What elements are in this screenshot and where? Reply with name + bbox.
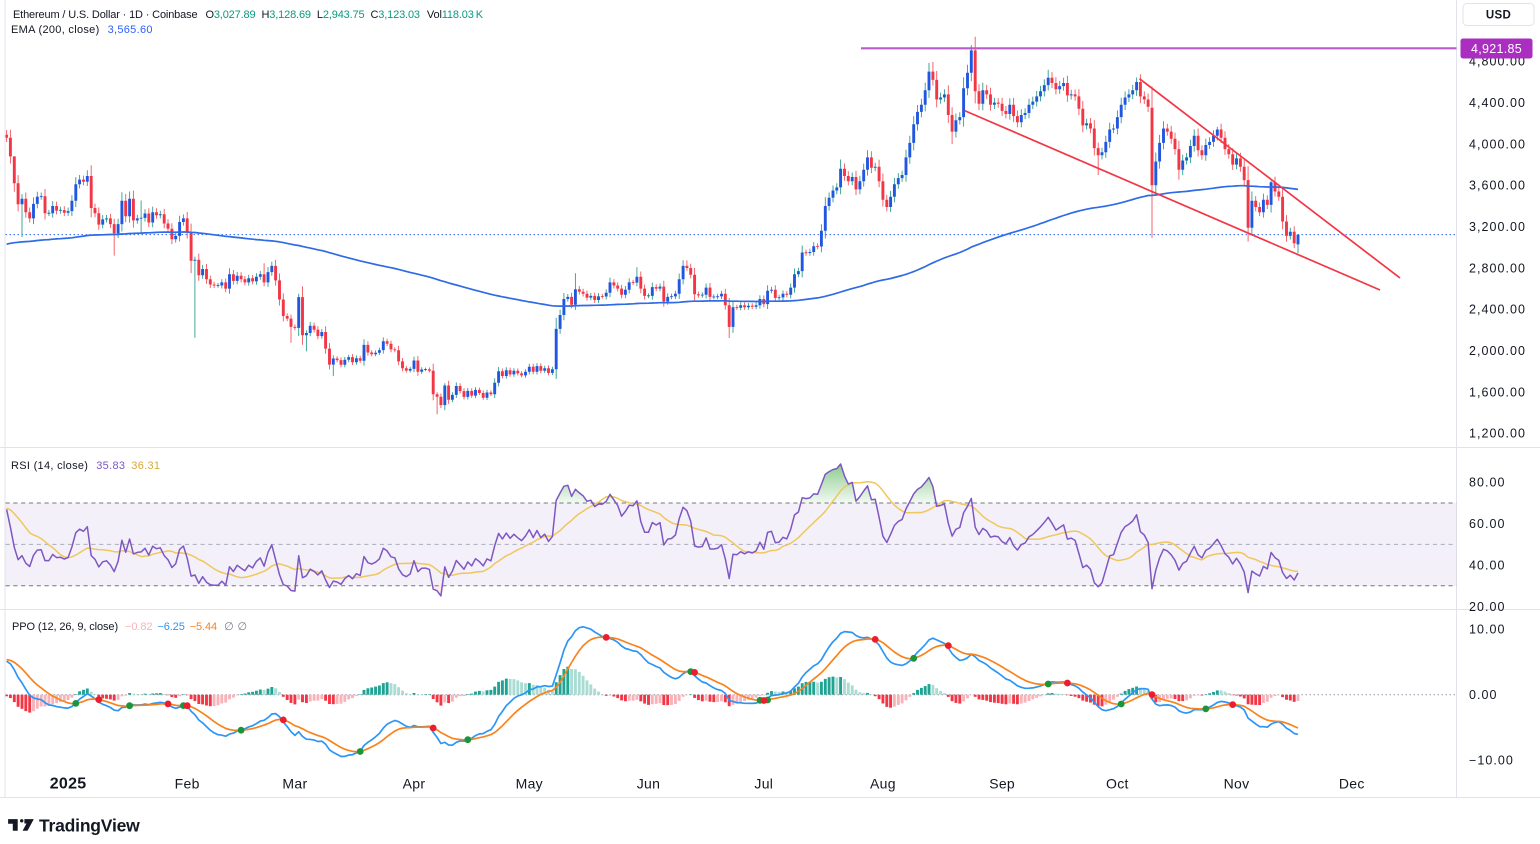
svg-text:Apr: Apr <box>403 776 426 792</box>
svg-text:Aug: Aug <box>870 776 896 792</box>
svg-text:−10.00: −10.00 <box>1469 754 1514 768</box>
svg-text:Feb: Feb <box>175 776 200 792</box>
svg-text:2,400.00: 2,400.00 <box>1469 303 1526 317</box>
svg-text:4,921.85: 4,921.85 <box>1471 42 1522 56</box>
svg-text:TradingView: TradingView <box>39 816 140 836</box>
svg-text:PPO (12, 26, 9, close)−0.82−6.: PPO (12, 26, 9, close) −0.82 −6.25 −5.44 ∅ ∅ <box>12 621 247 633</box>
svg-text:20.00: 20.00 <box>1469 600 1506 614</box>
svg-text:80.00: 80.00 <box>1469 476 1506 490</box>
svg-text:1,600.00: 1,600.00 <box>1469 385 1526 399</box>
svg-text:EMA (200, close)3,565.60: EMA (200, close) 3,565.60 <box>11 24 153 36</box>
svg-text:Sep: Sep <box>989 776 1015 792</box>
svg-text:60.00: 60.00 <box>1469 517 1506 531</box>
svg-text:Nov: Nov <box>1224 776 1250 792</box>
svg-text:0.00: 0.00 <box>1469 688 1498 702</box>
svg-text:Dec: Dec <box>1339 776 1365 792</box>
svg-text:4,000.00: 4,000.00 <box>1469 137 1526 151</box>
svg-text:40.00: 40.00 <box>1469 558 1506 572</box>
svg-text:2,000.00: 2,000.00 <box>1469 344 1526 358</box>
svg-text:May: May <box>516 776 543 792</box>
svg-text:1,200.00: 1,200.00 <box>1469 427 1526 441</box>
svg-text:4,400.00: 4,400.00 <box>1469 96 1526 110</box>
svg-text:Jul: Jul <box>754 776 773 792</box>
svg-text:Oct: Oct <box>1106 776 1129 792</box>
svg-text:10.00: 10.00 <box>1469 623 1506 637</box>
svg-text:3,600.00: 3,600.00 <box>1469 179 1526 193</box>
svg-text:Mar: Mar <box>282 776 307 792</box>
svg-text:2025: 2025 <box>50 776 87 793</box>
svg-text:Ethereum / U.S. Dollar · 1D ·: Ethereum / U.S. Dollar · 1D · Coinbase O3… <box>13 9 484 21</box>
svg-text:USD: USD <box>1486 10 1511 22</box>
svg-text:3,200.00: 3,200.00 <box>1469 220 1526 234</box>
svg-text:Jun: Jun <box>637 776 660 792</box>
svg-text:2,800.00: 2,800.00 <box>1469 261 1526 275</box>
